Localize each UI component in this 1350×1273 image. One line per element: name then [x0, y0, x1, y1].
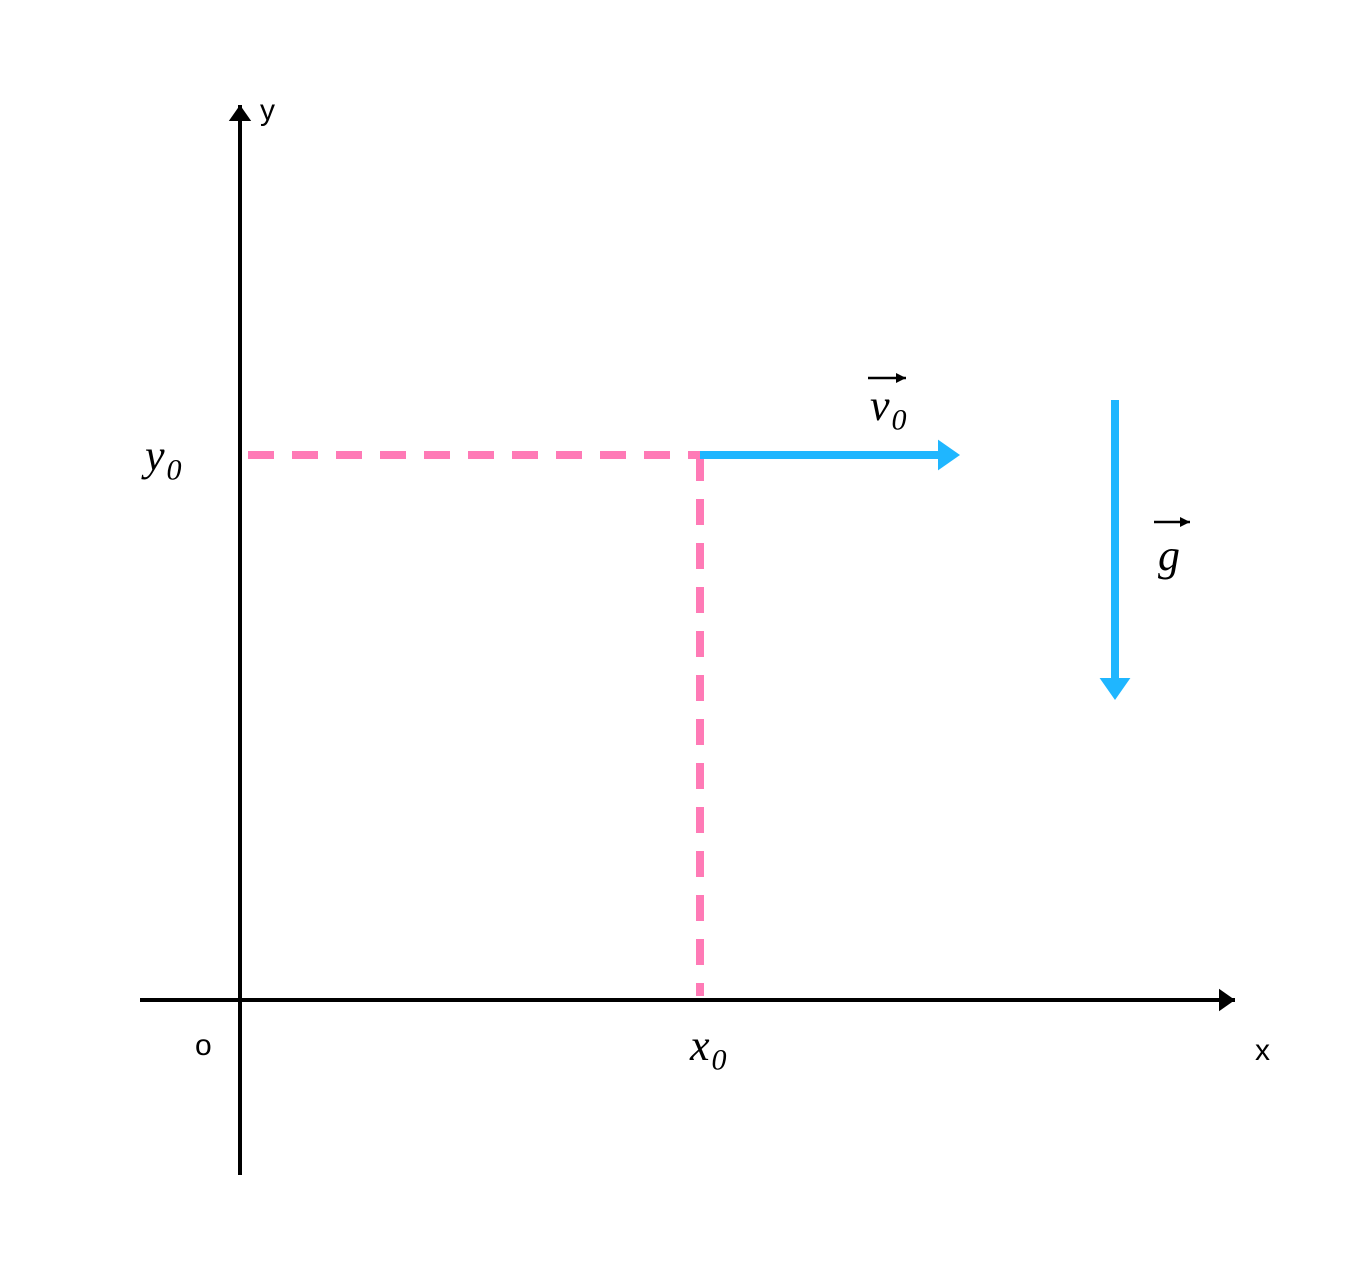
- x-axis-arrowhead: [1219, 989, 1235, 1011]
- y-axis-arrowhead: [229, 105, 251, 121]
- y-axis-label: y: [260, 94, 275, 127]
- guide-lines: [248, 455, 700, 996]
- x0-label: x0: [689, 1021, 727, 1077]
- point-labels: x0 y0: [141, 431, 727, 1077]
- y0-label: y0: [141, 431, 182, 487]
- g-arrowhead: [1100, 678, 1131, 700]
- origin-label: o: [195, 1029, 212, 1062]
- v0-arrowhead: [938, 440, 960, 471]
- v0-label: v0: [870, 381, 907, 437]
- g-label: g: [1158, 531, 1180, 580]
- x-axis-label: x: [1255, 1034, 1270, 1067]
- axes: x y o: [140, 94, 1270, 1175]
- vectors: v0 g: [700, 373, 1190, 700]
- g-overarrow-icon: [1154, 517, 1190, 527]
